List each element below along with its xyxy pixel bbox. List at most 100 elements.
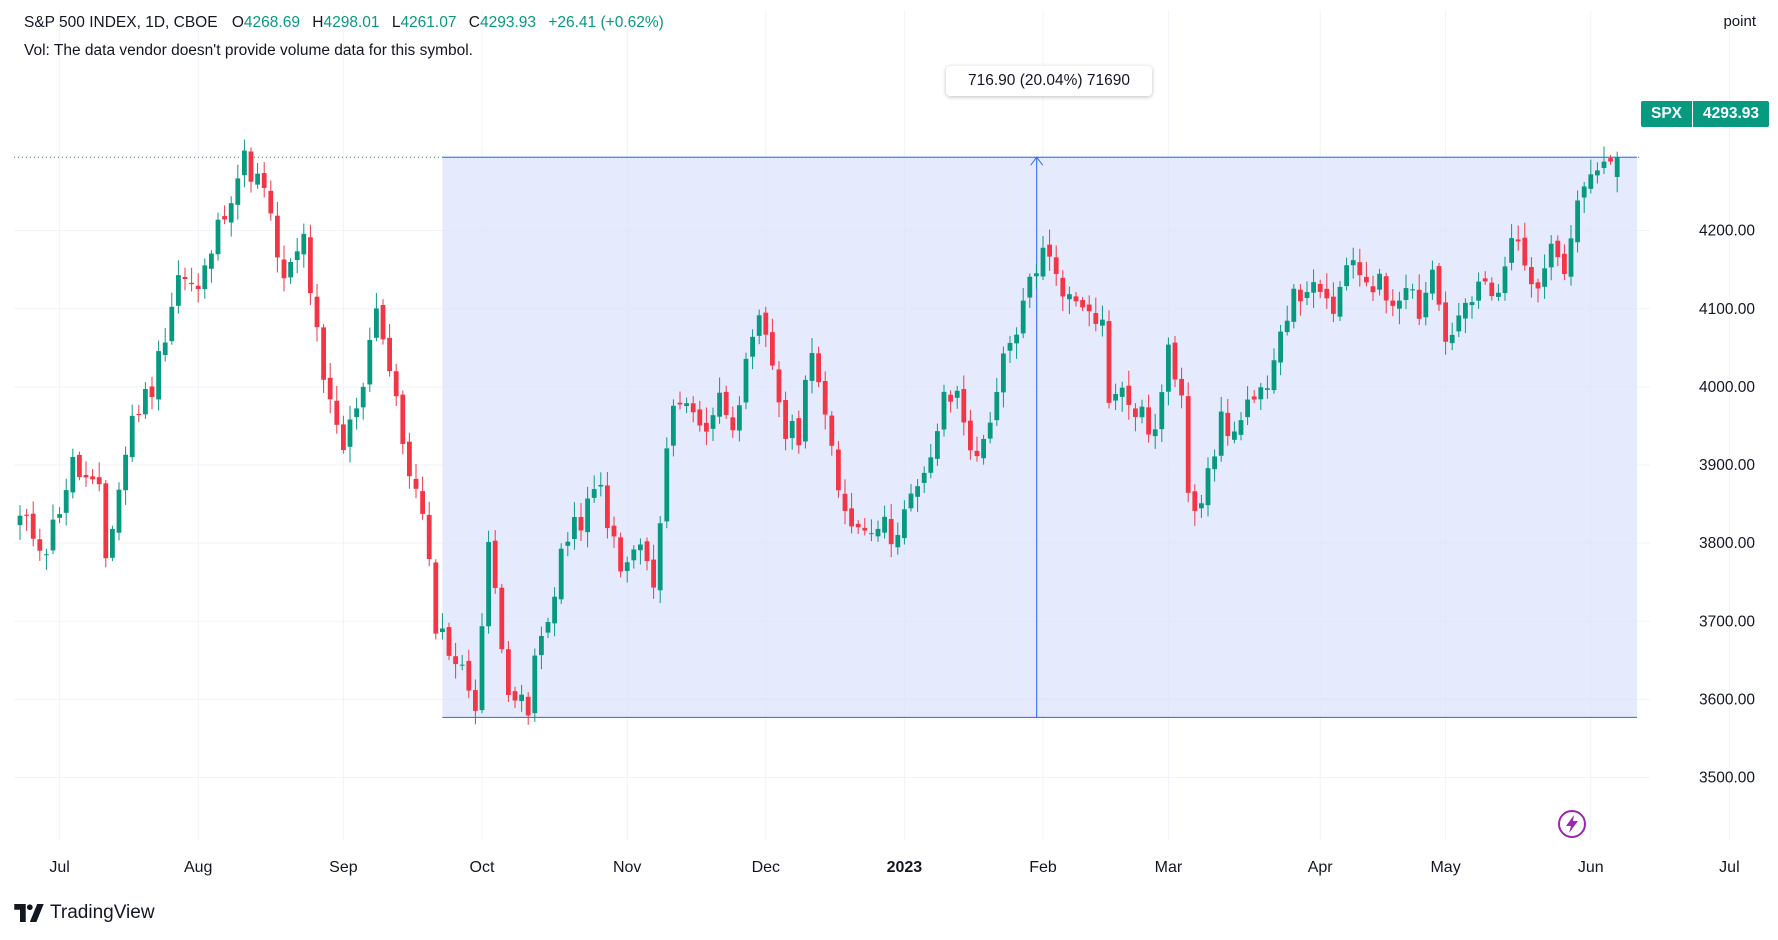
candle-body xyxy=(1476,281,1481,301)
measure-tool[interactable] xyxy=(442,156,1637,718)
candle-body xyxy=(1133,408,1138,417)
candle-body xyxy=(1212,456,1217,470)
candle-body xyxy=(1265,388,1270,390)
candle-body xyxy=(1595,170,1600,176)
candle-body xyxy=(1311,282,1316,293)
brand-name: TradingView xyxy=(50,902,155,923)
candle-body xyxy=(466,660,472,691)
candle-body xyxy=(1581,186,1587,198)
candle-body xyxy=(1456,315,1462,332)
candle-body xyxy=(1232,431,1237,440)
candle-body xyxy=(1179,378,1184,396)
time-tick-label: Aug xyxy=(184,859,212,876)
candle-body xyxy=(987,422,993,439)
candle-body xyxy=(387,337,392,372)
candle-body xyxy=(1535,282,1541,289)
candle-body xyxy=(50,519,56,551)
candle-body xyxy=(136,413,142,415)
candle-body xyxy=(1430,269,1435,294)
candle-body xyxy=(1469,302,1475,306)
candle-body xyxy=(1205,468,1211,506)
candle-body xyxy=(1337,286,1343,317)
candle-body xyxy=(644,541,650,562)
candle-body xyxy=(1410,289,1415,291)
candle-body xyxy=(710,415,716,429)
candle-body xyxy=(169,306,175,342)
candle-body xyxy=(763,312,769,335)
candle-body xyxy=(1298,289,1303,302)
price-tick-label: 3500.00 xyxy=(1699,770,1755,787)
candle-body xyxy=(776,369,782,403)
candle-body xyxy=(123,454,128,491)
candle-body xyxy=(374,308,379,338)
candle-body xyxy=(684,403,689,407)
candle-body xyxy=(1383,276,1389,301)
candle-body xyxy=(506,649,511,695)
candle-body xyxy=(156,351,161,400)
candle-body xyxy=(512,691,518,701)
candle-body xyxy=(479,626,485,711)
last-price-badge: SPX 4293.93 xyxy=(1641,101,1770,127)
candle-body xyxy=(268,190,274,214)
lightning-bolt-icon[interactable] xyxy=(1557,809,1587,839)
candle-body xyxy=(961,389,967,423)
candle-body xyxy=(525,696,531,716)
candle-body xyxy=(585,498,590,533)
candle-body xyxy=(1515,239,1521,242)
candle-body xyxy=(1377,273,1382,290)
candle-body xyxy=(651,559,656,588)
candle-body xyxy=(149,386,155,398)
candle-body xyxy=(215,219,221,255)
candle-body xyxy=(1397,300,1402,309)
candle-body xyxy=(1529,267,1534,285)
candle-body xyxy=(1555,240,1561,258)
time-axis[interactable]: Jul Aug Sep Oct Nov Dec 2023 Feb Mar Apr May Jun Jul xyxy=(49,859,1739,876)
candle-body xyxy=(558,548,564,600)
candle-body xyxy=(308,237,313,294)
candle-body xyxy=(63,490,69,513)
candle-body xyxy=(1317,283,1323,292)
candle-body xyxy=(473,690,478,711)
candle-body xyxy=(314,296,320,328)
badge-symbol: SPX xyxy=(1641,101,1694,127)
candle-body xyxy=(1449,334,1455,344)
candle-body xyxy=(110,528,115,558)
price-tick-label: 4200.00 xyxy=(1699,223,1755,240)
change-value: +26.41 (+0.62%) xyxy=(548,14,664,31)
candle-body xyxy=(552,596,557,624)
candle-body xyxy=(532,655,538,714)
brand[interactable]: TradingView xyxy=(14,902,155,924)
candle-body xyxy=(545,622,551,633)
time-tick-label: Mar xyxy=(1155,859,1183,876)
candle-body xyxy=(235,178,241,205)
candle-body xyxy=(869,533,874,535)
measure-label: 716.90 (20.04%) 71690 xyxy=(946,66,1152,96)
candle-body xyxy=(565,541,571,546)
open-label: O xyxy=(231,14,244,31)
unit-label[interactable]: point xyxy=(1723,13,1756,30)
candle-body xyxy=(1608,158,1613,162)
time-tick-label: May xyxy=(1430,859,1460,876)
candle-body xyxy=(83,474,89,478)
candle-body xyxy=(1199,503,1204,509)
candle-body xyxy=(116,489,122,533)
candle-body xyxy=(1001,353,1006,393)
candle-body xyxy=(1080,300,1085,308)
candle-body xyxy=(816,353,821,383)
candle-body xyxy=(578,516,584,531)
price-axis[interactable]: 3500.00 3600.00 3700.00 3800.00 3900.00 4000.… xyxy=(1699,223,1755,787)
candle-body xyxy=(809,352,815,381)
candle-body xyxy=(440,628,445,633)
candle-body xyxy=(954,390,960,398)
time-tick-label: Feb xyxy=(1029,859,1057,876)
candle-body xyxy=(354,408,359,418)
candle-body xyxy=(704,422,709,432)
candle-body xyxy=(888,519,894,545)
candle-body xyxy=(539,635,544,656)
candle-body xyxy=(1614,157,1620,177)
candle-body xyxy=(572,517,577,540)
price-tick-label: 3900.00 xyxy=(1699,457,1755,474)
candle-body xyxy=(836,449,841,491)
candle-body xyxy=(1331,296,1336,314)
